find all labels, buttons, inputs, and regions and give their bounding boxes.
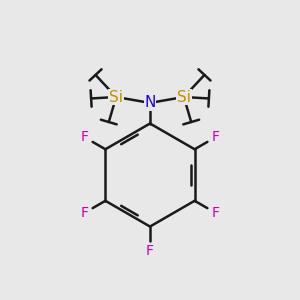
Text: F: F xyxy=(80,130,88,144)
Text: F: F xyxy=(212,130,220,144)
Text: Si: Si xyxy=(177,89,191,104)
Text: F: F xyxy=(146,244,154,258)
Text: Si: Si xyxy=(109,89,123,104)
Text: F: F xyxy=(80,206,88,220)
Text: F: F xyxy=(212,206,220,220)
Text: N: N xyxy=(144,95,156,110)
